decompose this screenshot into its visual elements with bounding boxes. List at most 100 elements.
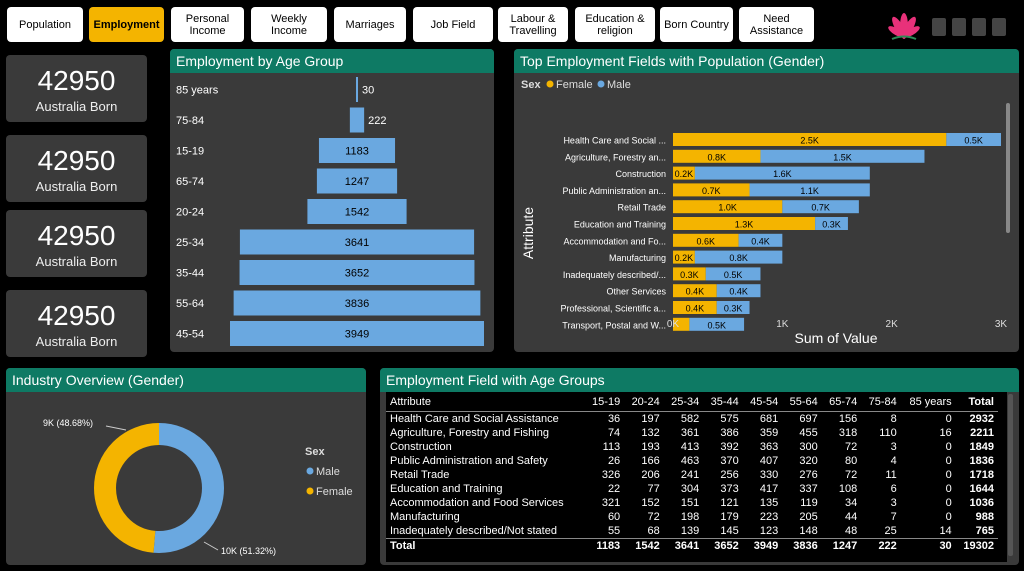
- column-header[interactable]: 55-64: [782, 393, 822, 412]
- table-cell: 132: [641, 427, 660, 439]
- table-cell: 2211: [970, 427, 994, 439]
- table-cell: 197: [641, 413, 660, 425]
- data-label-female: 1.0K: [718, 203, 737, 213]
- age-group-panel: Employment by Age Group 85 years 30 75-84 2…: [170, 49, 494, 352]
- table-row: Agriculture, Forestry and Fishing 74 132 36…: [386, 426, 998, 440]
- tab-job-field[interactable]: Job Field: [413, 7, 493, 42]
- table-cell: 14: [939, 525, 952, 537]
- bar-male: [815, 217, 848, 230]
- column-header[interactable]: 25-34: [663, 393, 704, 412]
- top-fields-panel: Top Employment Fields with Population (G…: [514, 49, 1019, 352]
- funnel-bar: [230, 321, 484, 346]
- table-cell: 156: [838, 413, 858, 425]
- table-cell: 0: [945, 413, 952, 425]
- column-header[interactable]: Total: [955, 393, 998, 412]
- table-cell: 392: [720, 441, 739, 453]
- table-cell: 26: [607, 455, 621, 467]
- kpi-value: 42950: [37, 300, 116, 331]
- bar-female: [673, 250, 695, 264]
- data-label-male: 0.4K: [729, 287, 748, 297]
- tab-employment[interactable]: Employment: [89, 7, 164, 42]
- category-label: Accommodation and Fo...: [563, 236, 666, 246]
- column-header[interactable]: 75-84: [861, 393, 901, 412]
- category-label: Construction: [615, 169, 666, 179]
- category-label: Retail Trade: [617, 203, 666, 213]
- table-cell: 988: [975, 511, 994, 523]
- donut-slice-female: [94, 423, 224, 553]
- table-cell: 72: [845, 441, 858, 453]
- funnel-bar: [239, 229, 475, 255]
- data-label: 3652: [345, 268, 369, 280]
- tab-marriages[interactable]: Marriages: [334, 7, 406, 42]
- tab-weekly-income[interactable]: Weekly Income: [251, 7, 327, 42]
- table-cell: 276: [799, 469, 818, 481]
- table-cell: 166: [641, 455, 660, 467]
- table-cell: 179: [720, 511, 739, 523]
- funnel-bar: [307, 199, 407, 224]
- table-cell: 3652: [703, 538, 743, 553]
- table-cell: 110: [879, 427, 897, 439]
- kpi-value: 42950: [37, 145, 116, 176]
- table-scrollbar[interactable]: [1008, 394, 1013, 556]
- tab-born-country[interactable]: Born Country: [660, 7, 733, 42]
- tab-education-religion[interactable]: Education & religion: [575, 7, 655, 42]
- category-label: Public Administration an...: [562, 186, 666, 196]
- y-axis-label: Attribute: [520, 207, 536, 259]
- column-header[interactable]: 45-54: [742, 393, 783, 412]
- bar-male: [716, 301, 750, 314]
- tab-labour-travelling[interactable]: Labour & Travelling: [498, 7, 568, 42]
- column-header[interactable]: Attribute: [386, 393, 585, 412]
- table-cell: 386: [720, 427, 739, 439]
- table-cell: 326: [601, 469, 621, 481]
- table-cell: 36: [607, 413, 621, 425]
- table-cell: 0: [945, 455, 952, 467]
- table-cell: 1036: [969, 497, 994, 509]
- table-cell: 681: [759, 413, 779, 425]
- column-header[interactable]: 65-74: [821, 393, 862, 412]
- table-cell: 34: [845, 497, 858, 509]
- table-cell: 417: [759, 483, 779, 495]
- data-label-male: 0.8K: [729, 253, 748, 263]
- table-cell: 198: [680, 511, 700, 523]
- tab-population[interactable]: Population: [7, 7, 83, 42]
- tab-personal-income[interactable]: Personal Income: [171, 7, 244, 42]
- column-header[interactable]: 15-19: [584, 393, 625, 412]
- category-label: Transport, Postal and W...: [562, 320, 666, 330]
- funnel-bar: [349, 107, 365, 133]
- table-total-row: Total 1183 1542 3641 3652 3949 3836 1247 222 30 19…: [386, 538, 998, 553]
- bar-male: [694, 250, 783, 264]
- table-cell: 1183: [584, 538, 625, 553]
- table-cell: 413: [680, 441, 700, 453]
- table-cell: 8: [890, 413, 897, 425]
- bar-male: [716, 284, 761, 298]
- legend-title: Sex: [521, 79, 541, 91]
- table-cell: 19302: [955, 538, 998, 553]
- table-cell: 3: [890, 441, 897, 453]
- table-cell: 455: [799, 427, 818, 439]
- tab-need-assistance[interactable]: Need Assistance: [739, 7, 814, 42]
- data-label: 1183: [345, 146, 369, 158]
- data-label-male: 0.7K: [811, 203, 830, 213]
- category-label: 55-64: [176, 298, 204, 310]
- table-cell: 1836: [969, 455, 994, 467]
- column-header[interactable]: 35-44: [703, 393, 743, 412]
- chart-scrollbar: [1006, 103, 1010, 233]
- table-cell: 223: [759, 511, 779, 523]
- panel-title: Employment by Age Group: [170, 49, 494, 73]
- column-header[interactable]: 85 years: [900, 393, 956, 412]
- category-label: 45-54: [176, 329, 204, 341]
- table-cell: 30: [900, 538, 956, 553]
- table-cell: 321: [601, 497, 621, 509]
- x-tick-label: 0K: [667, 319, 680, 330]
- table-cell: 1542: [624, 538, 664, 553]
- table-cell: 80: [845, 455, 858, 467]
- table-cell: 407: [759, 455, 779, 467]
- data-label: 222: [368, 115, 386, 127]
- bar-male: [946, 133, 1001, 146]
- category-label: Inadequately described/...: [563, 270, 666, 280]
- bar-female: [673, 149, 761, 163]
- x-tick-label: 3K: [995, 319, 1008, 330]
- data-label: 1542: [345, 207, 369, 219]
- industry-donut-chart: 10K (51.32%) 9K (48.68%) Sex Male Female: [43, 418, 353, 556]
- column-header[interactable]: 20-24: [624, 393, 664, 412]
